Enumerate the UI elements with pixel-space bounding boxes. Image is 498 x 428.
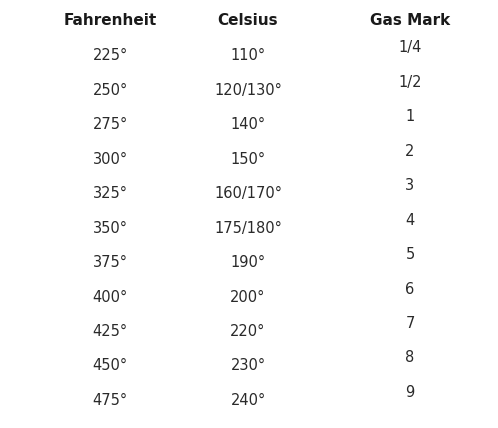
Text: 375°: 375°	[93, 255, 127, 270]
Text: 225°: 225°	[92, 48, 127, 63]
Text: 140°: 140°	[231, 117, 265, 132]
Text: 450°: 450°	[93, 359, 127, 374]
Text: 275°: 275°	[92, 117, 127, 132]
Text: 1: 1	[405, 109, 415, 124]
Text: 9: 9	[405, 385, 415, 400]
Text: 1/4: 1/4	[398, 40, 422, 55]
Text: 4: 4	[405, 212, 415, 228]
Text: 250°: 250°	[92, 83, 127, 98]
Text: 240°: 240°	[231, 393, 265, 408]
Text: 160/170°: 160/170°	[214, 186, 282, 201]
Text: 110°: 110°	[231, 48, 265, 63]
Text: Gas Mark: Gas Mark	[370, 13, 450, 28]
Text: 8: 8	[405, 351, 415, 366]
Text: 175/180°: 175/180°	[214, 220, 282, 235]
Text: Celsius: Celsius	[218, 13, 278, 28]
Text: 425°: 425°	[93, 324, 127, 339]
Text: 220°: 220°	[230, 324, 266, 339]
Text: 400°: 400°	[92, 289, 127, 304]
Text: 300°: 300°	[93, 152, 127, 166]
Text: 3: 3	[405, 178, 414, 193]
Text: Fahrenheit: Fahrenheit	[63, 13, 157, 28]
Text: 1/2: 1/2	[398, 74, 422, 89]
Text: 200°: 200°	[230, 289, 266, 304]
Text: 7: 7	[405, 316, 415, 331]
Text: 350°: 350°	[93, 220, 127, 235]
Text: 325°: 325°	[93, 186, 127, 201]
Text: 150°: 150°	[231, 152, 265, 166]
Text: 230°: 230°	[231, 359, 265, 374]
Text: 2: 2	[405, 143, 415, 158]
Text: 6: 6	[405, 282, 415, 297]
Text: 120/130°: 120/130°	[214, 83, 282, 98]
Text: 475°: 475°	[93, 393, 127, 408]
Text: 190°: 190°	[231, 255, 265, 270]
Text: 5: 5	[405, 247, 415, 262]
